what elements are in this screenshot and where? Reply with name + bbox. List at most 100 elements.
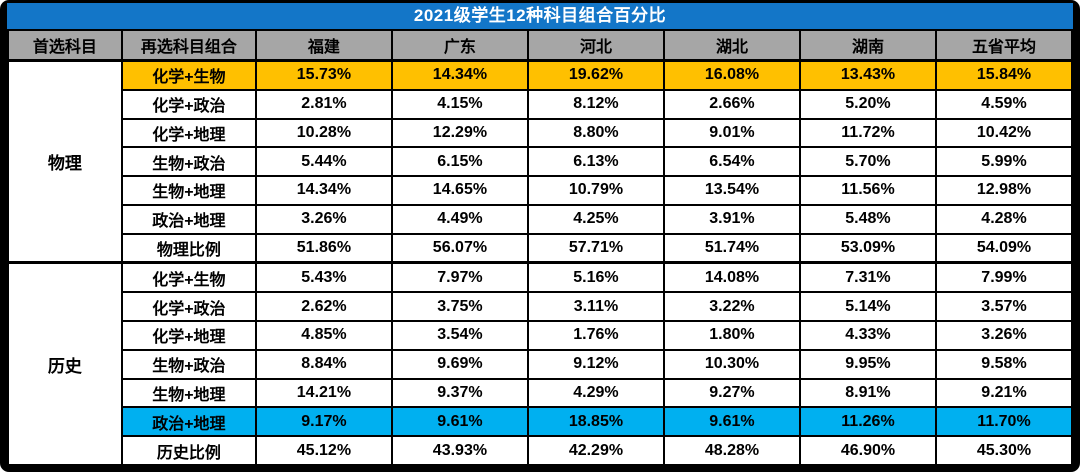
table-row: 化学+政治 2.81% 4.15% 8.12% 2.66% 5.20% 4.59% — [8, 88, 1074, 120]
value-cell: 9.61% — [662, 406, 801, 438]
value-cell: 5.70% — [798, 146, 937, 178]
value-cell: 7.31% — [798, 261, 937, 294]
table-row: 化学+地理 4.85% 3.54% 1.76% 1.80% 4.33% 3.26% — [8, 320, 1074, 351]
value-cell: 2.66% — [662, 88, 801, 120]
value-cell: 6.54% — [662, 146, 801, 178]
value-cell: 14.34% — [390, 58, 529, 91]
value-cell: 1.76% — [526, 320, 665, 351]
value-cell: 18.85% — [526, 406, 665, 438]
value-cell: 14.65% — [390, 175, 529, 206]
combo-cell: 生物+政治 — [120, 146, 257, 178]
column-header: 河北 — [526, 29, 665, 62]
value-cell: 9.21% — [934, 377, 1074, 409]
combo-cell: 历史比例 — [120, 435, 257, 466]
value-cell: 12.29% — [390, 117, 529, 149]
table-row: 化学+地理 10.28% 12.29% 8.80% 9.01% 11.72% 10.42% — [8, 117, 1074, 149]
value-cell: 2.62% — [254, 291, 393, 323]
value-cell: 9.61% — [390, 406, 529, 438]
combo-cell: 政治+地理 — [120, 203, 257, 235]
value-cell: 4.25% — [526, 203, 665, 235]
table-row: 生物+地理 14.21% 9.37% 4.29% 9.27% 8.91% 9.21% — [8, 377, 1074, 409]
value-cell: 9.37% — [390, 377, 529, 409]
value-cell: 3.91% — [662, 203, 801, 235]
value-cell: 5.20% — [798, 88, 937, 120]
column-header: 湖北 — [662, 29, 801, 62]
value-cell: 43.93% — [390, 435, 529, 466]
combo-cell: 化学+政治 — [120, 88, 257, 120]
first-choice-cell: 物理 — [7, 58, 123, 264]
value-cell: 9.27% — [662, 377, 801, 409]
table-row: 生物+地理 14.34% 14.65% 10.79% 13.54% 11.56% 12.98… — [8, 175, 1074, 206]
value-cell: 8.12% — [526, 88, 665, 120]
combo-cell: 生物+地理 — [120, 377, 257, 409]
combo-cell: 政治+地理 — [120, 406, 257, 438]
value-cell: 8.84% — [254, 348, 393, 380]
value-cell: 5.14% — [798, 291, 937, 323]
value-cell: 3.22% — [662, 291, 801, 323]
value-cell: 11.70% — [934, 406, 1074, 438]
value-cell: 4.49% — [390, 203, 529, 235]
table-row: 政治+地理 9.17% 9.61% 18.85% 9.61% 11.26% 11.70% — [8, 406, 1074, 438]
value-cell: 45.30% — [934, 435, 1074, 466]
value-cell: 5.44% — [254, 146, 393, 178]
column-header: 五省平均 — [934, 29, 1074, 62]
column-header: 福建 — [254, 29, 393, 62]
table-row: 政治+地理 3.26% 4.49% 4.25% 3.91% 5.48% 4.28% — [8, 203, 1074, 235]
value-cell: 45.12% — [254, 435, 393, 466]
combo-cell: 化学+政治 — [120, 291, 257, 323]
value-cell: 3.54% — [390, 320, 529, 351]
table-row: 化学+政治 2.62% 3.75% 3.11% 3.22% 5.14% 3.57% — [8, 291, 1074, 323]
value-cell: 11.26% — [798, 406, 937, 438]
value-cell: 5.43% — [254, 261, 393, 294]
value-cell: 5.99% — [934, 146, 1074, 178]
value-cell: 54.09% — [934, 232, 1074, 264]
value-cell: 3.11% — [526, 291, 665, 323]
column-header: 首选科目 — [7, 29, 123, 62]
value-cell: 15.73% — [254, 58, 393, 91]
value-cell: 53.09% — [798, 232, 937, 264]
value-cell: 9.58% — [934, 348, 1074, 380]
combo-cell: 化学+地理 — [120, 117, 257, 149]
value-cell: 9.69% — [390, 348, 529, 380]
value-cell: 7.97% — [390, 261, 529, 294]
value-cell: 2.81% — [254, 88, 393, 120]
value-cell: 5.48% — [798, 203, 937, 235]
value-cell: 4.33% — [798, 320, 937, 351]
value-cell: 5.16% — [526, 261, 665, 294]
combo-cell: 生物+地理 — [120, 175, 257, 206]
value-cell: 10.30% — [662, 348, 801, 380]
subject-combination-table: 首选科目 再选科目组合 福建 广东 河北 湖北 湖南 五省平均 物理 化学+生物 15.73% 14… — [7, 29, 1074, 467]
value-cell: 12.98% — [934, 175, 1074, 206]
value-cell: 14.21% — [254, 377, 393, 409]
value-cell: 10.28% — [254, 117, 393, 149]
value-cell: 1.80% — [662, 320, 801, 351]
value-cell: 10.42% — [934, 117, 1074, 149]
value-cell: 14.34% — [254, 175, 393, 206]
first-choice-cell: 历史 — [7, 261, 123, 467]
value-cell: 57.71% — [526, 232, 665, 264]
value-cell: 51.74% — [662, 232, 801, 264]
value-cell: 4.85% — [254, 320, 393, 351]
value-cell: 6.13% — [526, 146, 665, 178]
combo-cell: 化学+地理 — [120, 320, 257, 351]
value-cell: 4.29% — [526, 377, 665, 409]
combo-cell: 生物+政治 — [120, 348, 257, 380]
table-wrap: 首选科目 再选科目组合 福建 广东 河北 湖北 湖南 五省平均 物理 化学+生物 15.73% 14… — [7, 29, 1074, 467]
value-cell: 3.26% — [934, 320, 1074, 351]
combo-cell: 化学+生物 — [120, 261, 257, 294]
header-row: 首选科目 再选科目组合 福建 广东 河北 湖北 湖南 五省平均 — [7, 29, 1074, 62]
column-header: 广东 — [390, 29, 529, 62]
table-row: 物理比例 51.86% 56.07% 57.71% 51.74% 53.09% 54.09% — [8, 232, 1074, 264]
value-cell: 3.75% — [390, 291, 529, 323]
table-row: 生物+政治 8.84% 9.69% 9.12% 10.30% 9.95% 9.58% — [8, 348, 1074, 380]
value-cell: 16.08% — [662, 58, 801, 91]
value-cell: 56.07% — [390, 232, 529, 264]
value-cell: 19.62% — [526, 58, 665, 91]
value-cell: 3.26% — [254, 203, 393, 235]
value-cell: 14.08% — [662, 261, 801, 294]
table-row: 生物+政治 5.44% 6.15% 6.13% 6.54% 5.70% 5.99% — [8, 146, 1074, 178]
value-cell: 9.17% — [254, 406, 393, 438]
column-header: 再选科目组合 — [120, 29, 257, 62]
table-title: 2021级学生12种科目组合百分比 — [7, 3, 1073, 29]
